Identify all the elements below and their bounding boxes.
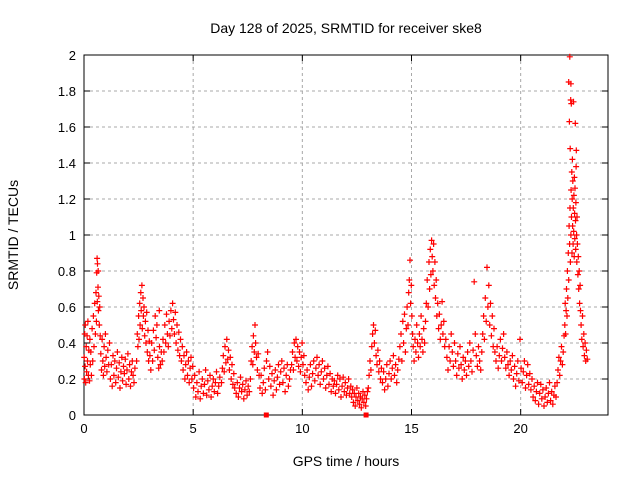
x-tick-label: 15 [404, 421, 418, 436]
y-tick-label: 2 [69, 48, 76, 63]
x-tick-label: 20 [513, 421, 527, 436]
event-square-marker [263, 412, 269, 418]
y-tick-label: 1 [69, 228, 76, 243]
y-tick-label: 0.6 [58, 300, 76, 315]
y-axis-label: SRMTID / TECUs [5, 180, 21, 290]
x-tick-label: 0 [80, 421, 87, 436]
y-tick-label: 0.4 [58, 336, 76, 351]
data-points [81, 53, 591, 418]
y-tick-label: 1.2 [58, 192, 76, 207]
y-tick-label: 0 [69, 408, 76, 423]
plot-border-and-ticks [83, 54, 609, 416]
x-tick-label: 5 [190, 421, 197, 436]
grid-lines [84, 55, 608, 415]
y-tick-label: 0.8 [58, 264, 76, 279]
event-square-marker [363, 412, 369, 418]
chart-title: Day 128 of 2025, SRMTID for receiver ske… [210, 20, 482, 36]
tick-labels: 0 5 10 15 20 0 0.2 0.4 0.6 0.8 1 1.2 1.4 1.6 1.8 2 [58, 48, 528, 436]
y-tick-label: 0.2 [58, 372, 76, 387]
scatter-plus-markers [81, 53, 591, 411]
y-tick-label: 1.6 [58, 120, 76, 135]
y-tick-label: 1.8 [58, 84, 76, 99]
x-tick-label: 10 [295, 421, 309, 436]
y-tick-label: 1.4 [58, 156, 76, 171]
x-axis-label: GPS time / hours [293, 453, 400, 469]
